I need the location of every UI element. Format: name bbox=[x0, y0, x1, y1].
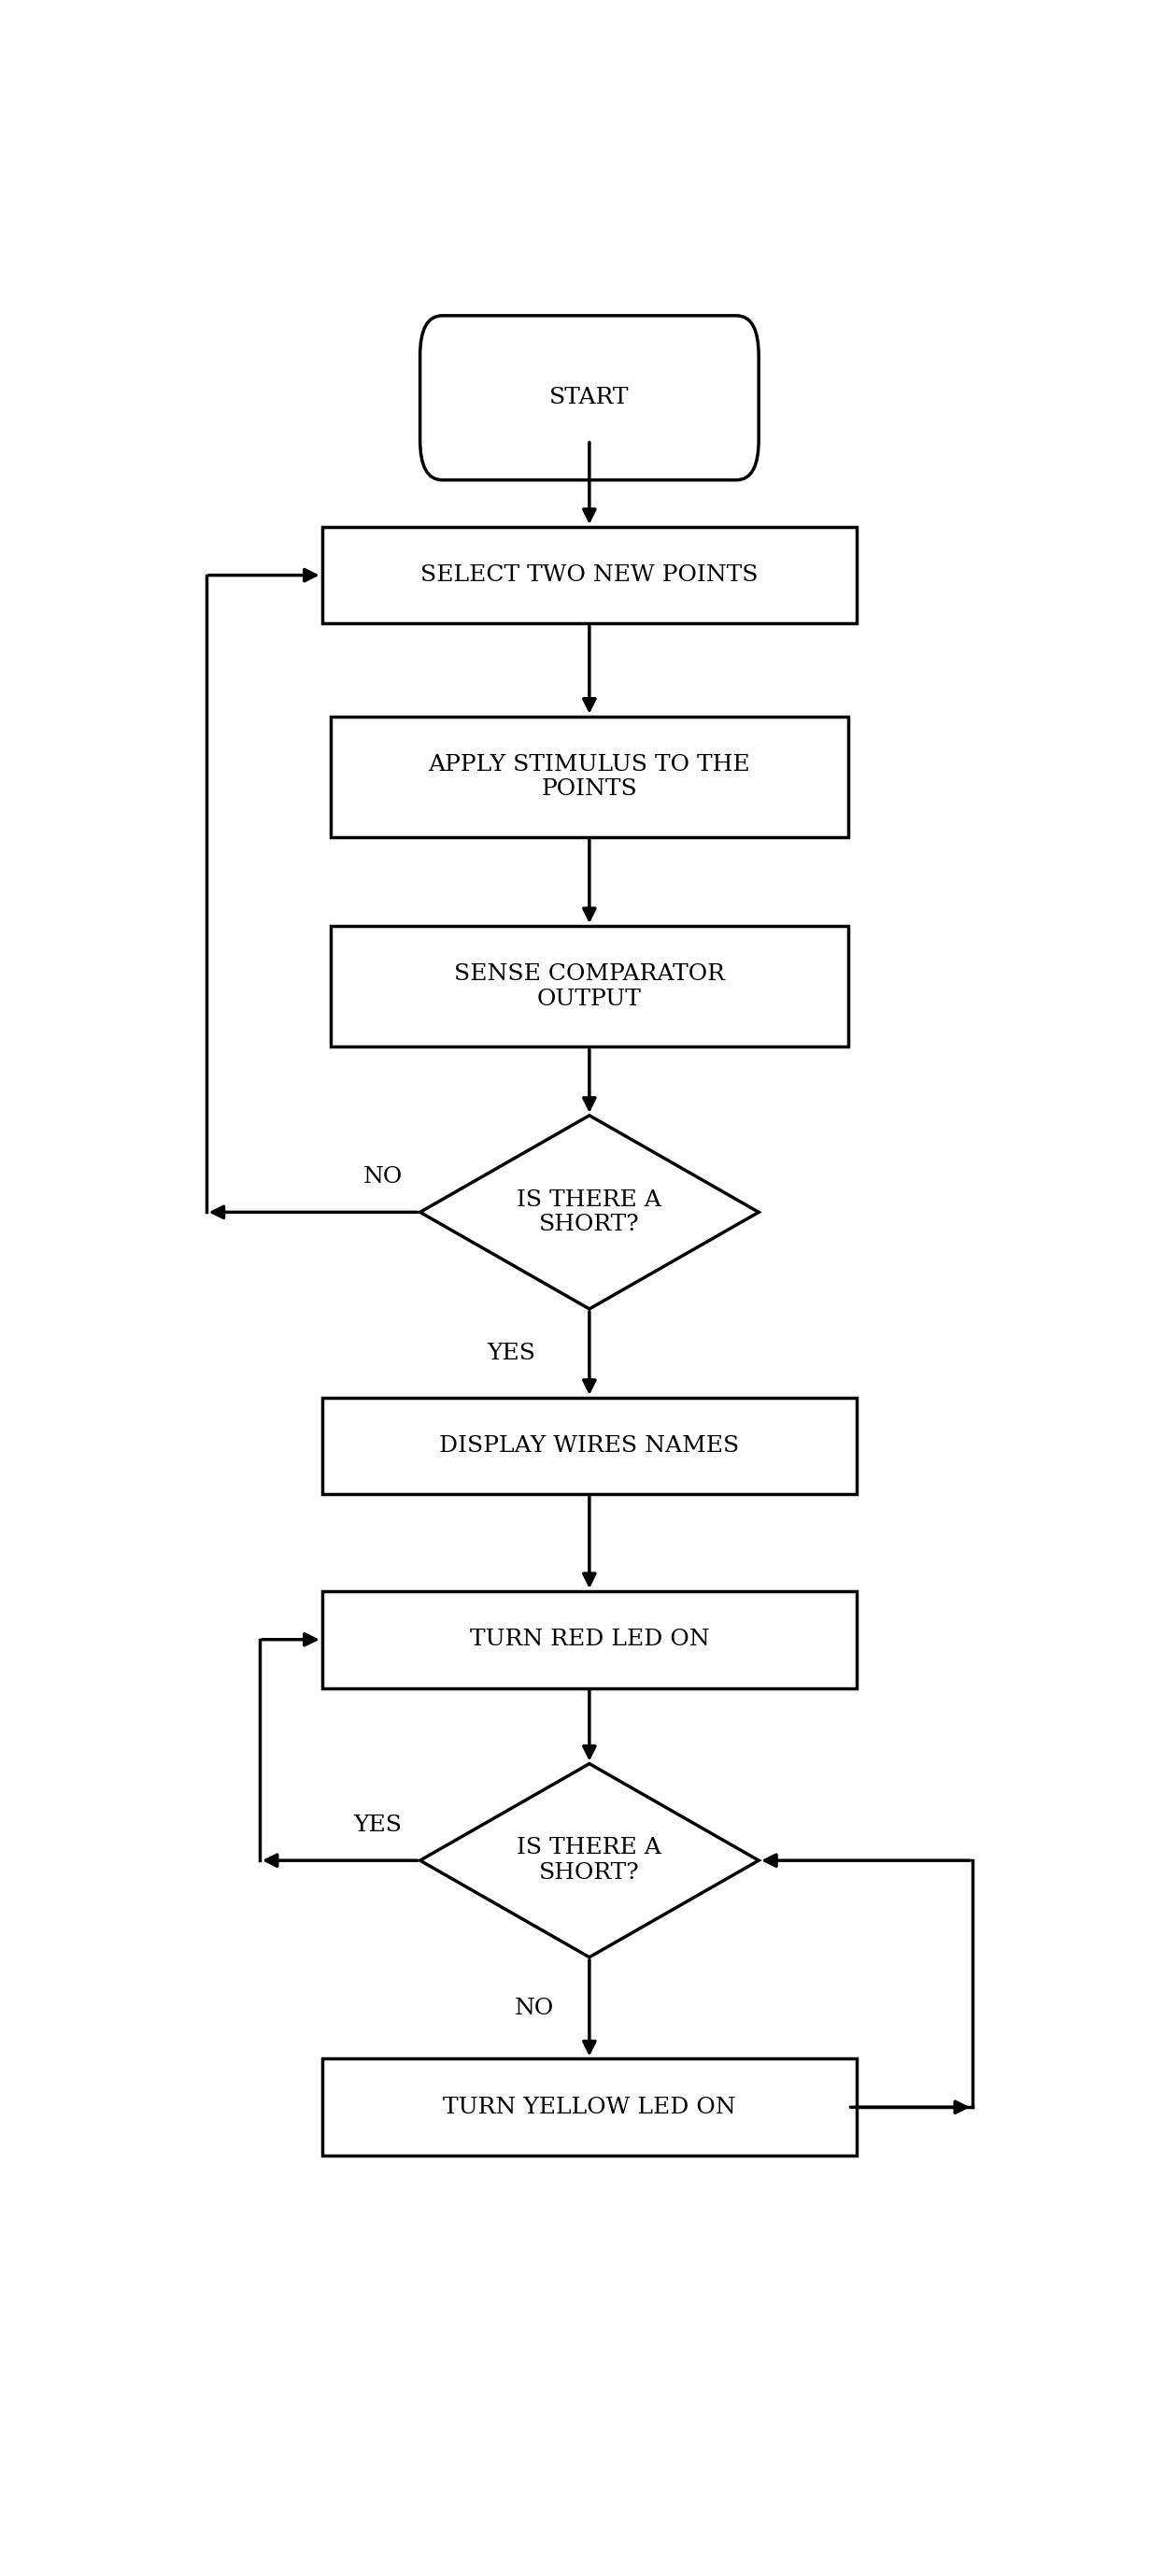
FancyBboxPatch shape bbox=[420, 317, 759, 479]
Text: NO: NO bbox=[362, 1167, 402, 1188]
Text: TURN YELLOW LED ON: TURN YELLOW LED ON bbox=[443, 2097, 736, 2117]
Polygon shape bbox=[420, 1765, 759, 1958]
Text: YES: YES bbox=[354, 1814, 402, 1837]
Text: SENSE COMPARATOR
OUTPUT: SENSE COMPARATOR OUTPUT bbox=[454, 963, 724, 1010]
Text: APPLY STIMULUS TO THE
POINTS: APPLY STIMULUS TO THE POINTS bbox=[429, 755, 750, 801]
Text: DISPLAY WIRES NAMES: DISPLAY WIRES NAMES bbox=[439, 1435, 739, 1458]
Text: IS THERE A
SHORT?: IS THERE A SHORT? bbox=[518, 1837, 661, 1883]
Text: NO: NO bbox=[514, 1996, 554, 2020]
Polygon shape bbox=[420, 1115, 759, 1309]
Bar bbox=[331, 925, 848, 1046]
Text: SELECT TWO NEW POINTS: SELECT TWO NEW POINTS bbox=[421, 564, 758, 585]
Bar bbox=[322, 2058, 857, 2156]
Bar bbox=[331, 716, 848, 837]
Text: IS THERE A
SHORT?: IS THERE A SHORT? bbox=[518, 1190, 661, 1236]
Text: TURN RED LED ON: TURN RED LED ON bbox=[469, 1628, 710, 1651]
Bar bbox=[322, 528, 857, 623]
Text: YES: YES bbox=[488, 1342, 536, 1365]
Bar bbox=[322, 1399, 857, 1494]
Text: START: START bbox=[550, 386, 629, 410]
Bar bbox=[322, 1592, 857, 1687]
